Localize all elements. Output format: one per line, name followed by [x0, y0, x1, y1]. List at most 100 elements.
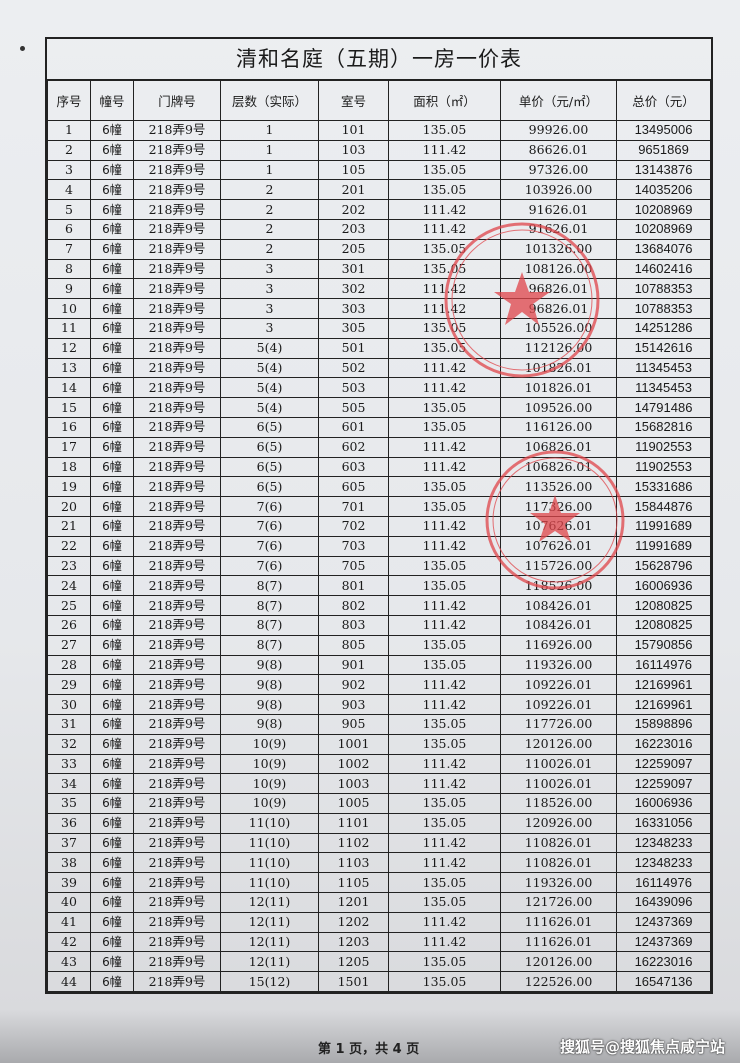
cell-building: 6幢 [90, 416, 134, 438]
cell-total-price: 15790856 [616, 634, 711, 656]
cell-total-price: 15898896 [616, 713, 711, 735]
cell-unit-price: 119326.00 [500, 872, 617, 894]
cell-room: 305 [318, 317, 389, 339]
cell-seq: 22 [47, 535, 91, 557]
cell-floor: 8(7) [220, 575, 319, 597]
header-building: 幢号 [90, 80, 134, 121]
cell-building: 6幢 [90, 238, 134, 260]
cell-room: 205 [318, 238, 389, 260]
cell-building: 6幢 [90, 120, 134, 141]
cell-total-price: 12437369 [616, 931, 711, 953]
table-row: 16 6幢 218弄9号 6(5) 601 135.05 116126.00 15682816 [47, 416, 711, 438]
cell-area: 111.42 [388, 694, 501, 715]
cell-room: 703 [318, 535, 389, 557]
cell-area: 111.42 [388, 911, 501, 933]
cell-floor: 12(11) [220, 951, 319, 973]
cell-total-price: 16439096 [616, 892, 711, 913]
cell-floor: 3 [220, 317, 319, 339]
cell-room: 302 [318, 278, 389, 300]
header-total-price: 总价（元） [616, 80, 711, 121]
cell-seq: 21 [47, 515, 91, 537]
cell-total-price: 11902553 [616, 456, 711, 478]
cell-unit-price: 105526.00 [500, 317, 617, 339]
cell-unit-price: 115726.00 [500, 555, 617, 577]
cell-address: 218弄9号 [133, 773, 221, 795]
cell-unit-price: 120126.00 [500, 733, 617, 755]
table-row: 23 6幢 218弄9号 7(6) 705 135.05 115726.00 15628796 [47, 555, 711, 577]
cell-unit-price: 97326.00 [500, 159, 617, 181]
cell-building: 6幢 [90, 575, 134, 597]
cell-area: 111.42 [388, 753, 501, 775]
cell-area: 135.05 [388, 812, 501, 834]
table-row: 2 6幢 218弄9号 1 103 111.42 86626.01 9651869 [47, 139, 711, 161]
cell-area: 111.42 [388, 139, 501, 161]
cell-building: 6幢 [90, 733, 134, 755]
table-row: 35 6幢 218弄9号 10(9) 1005 135.05 118526.00 160069… [47, 793, 711, 814]
cell-building: 6幢 [90, 159, 134, 181]
cell-area: 135.05 [388, 575, 501, 597]
cell-unit-price: 101826.01 [500, 377, 617, 399]
page-indicator: 第 1 页，共 4 页 [318, 1042, 420, 1057]
cell-seq: 9 [47, 278, 91, 300]
table-row: 38 6幢 218弄9号 11(10) 1103 111.42 110826.01 12348… [47, 852, 711, 874]
cell-address: 218弄9号 [133, 456, 221, 478]
cell-floor: 5(4) [220, 377, 319, 399]
cell-unit-price: 99926.00 [500, 120, 617, 141]
cell-building: 6幢 [90, 535, 134, 557]
cell-building: 6幢 [90, 199, 134, 220]
table-row: 19 6幢 218弄9号 6(5) 605 135.05 113526.00 15331686 [47, 476, 711, 498]
table-row: 36 6幢 218弄9号 11(10) 1101 135.05 120926.00 16331… [47, 812, 711, 834]
cell-building: 6幢 [90, 812, 134, 834]
cell-area: 111.42 [388, 773, 501, 795]
cell-address: 218弄9号 [133, 575, 221, 597]
cell-total-price: 16114976 [616, 654, 711, 676]
table-row: 6 6幢 218弄9号 2 203 111.42 91626.01 10208969 [47, 218, 711, 240]
header-area: 面积（㎡） [388, 80, 501, 121]
cell-room: 503 [318, 377, 389, 399]
table-row: 39 6幢 218弄9号 11(10) 1105 135.05 119326.00 16114… [47, 872, 711, 894]
cell-unit-price: 119326.00 [500, 654, 617, 676]
cell-building: 6幢 [90, 436, 134, 458]
header-unit-price: 单价（元/㎡） [500, 80, 617, 121]
cell-area: 111.42 [388, 674, 501, 696]
table-row: 5 6幢 218弄9号 2 202 111.42 91626.01 10208969 [47, 199, 711, 220]
price-table: 序号 幢号 门牌号 层数（实际） 室号 面积（㎡） 单价（元/㎡） 总价（元） … [47, 80, 711, 993]
cell-unit-price: 109526.00 [500, 397, 617, 418]
cell-seq: 12 [47, 337, 91, 359]
cell-floor: 2 [220, 238, 319, 260]
cell-unit-price: 101826.01 [500, 357, 617, 379]
cell-area: 135.05 [388, 496, 501, 517]
cell-seq: 35 [47, 793, 91, 814]
cell-floor: 2 [220, 199, 319, 220]
cell-floor: 2 [220, 218, 319, 240]
cell-floor: 12(11) [220, 892, 319, 913]
cell-total-price: 12259097 [616, 773, 711, 795]
table-row: 22 6幢 218弄9号 7(6) 703 111.42 107626.01 11991689 [47, 535, 711, 557]
table-row: 42 6幢 218弄9号 12(11) 1203 111.42 111626.01 12437… [47, 931, 711, 953]
cell-address: 218弄9号 [133, 832, 221, 854]
cell-address: 218弄9号 [133, 278, 221, 300]
cell-area: 111.42 [388, 278, 501, 300]
cell-room: 803 [318, 614, 389, 636]
cell-building: 6幢 [90, 397, 134, 418]
table-row: 24 6幢 218弄9号 8(7) 801 135.05 118526.00 16006936 [47, 575, 711, 597]
cell-floor: 3 [220, 298, 319, 319]
cell-address: 218弄9号 [133, 179, 221, 201]
cell-room: 101 [318, 120, 389, 141]
cell-unit-price: 121726.00 [500, 892, 617, 913]
cell-total-price: 12348233 [616, 832, 711, 854]
cell-floor: 11(10) [220, 852, 319, 874]
cell-unit-price: 106826.01 [500, 456, 617, 478]
cell-seq: 41 [47, 911, 91, 933]
cell-seq: 25 [47, 595, 91, 616]
cell-seq: 16 [47, 416, 91, 438]
cell-room: 1202 [318, 911, 389, 933]
cell-floor: 9(8) [220, 654, 319, 676]
table-row: 31 6幢 218弄9号 9(8) 905 135.05 117726.00 15898896 [47, 713, 711, 735]
cell-room: 1003 [318, 773, 389, 795]
table-row: 8 6幢 218弄9号 3 301 135.05 108126.00 14602416 [47, 258, 711, 280]
cell-address: 218弄9号 [133, 357, 221, 379]
cell-unit-price: 117326.00 [500, 496, 617, 517]
cell-area: 135.05 [388, 971, 501, 993]
cell-address: 218弄9号 [133, 614, 221, 636]
